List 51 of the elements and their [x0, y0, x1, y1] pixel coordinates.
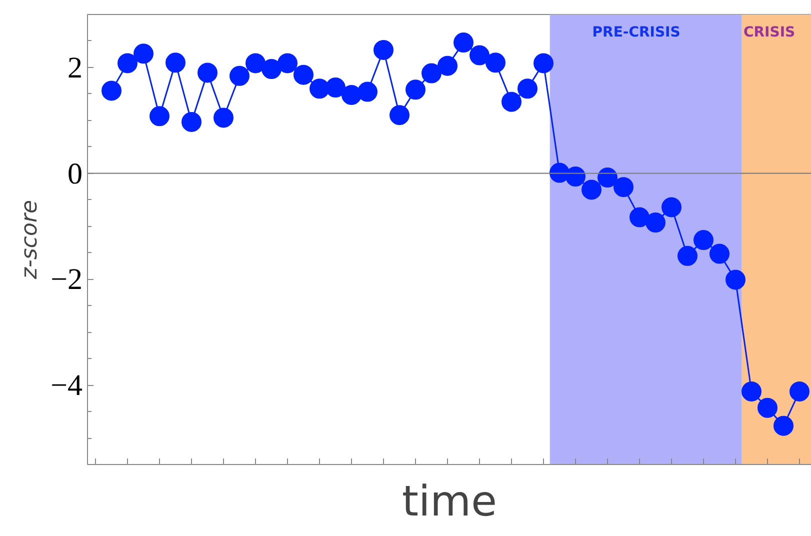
- point: [598, 168, 618, 188]
- point: [438, 56, 458, 76]
- point: [582, 180, 602, 200]
- point: [774, 416, 794, 436]
- point: [406, 80, 426, 100]
- point: [486, 52, 506, 73]
- point: [102, 80, 122, 101]
- point: [214, 108, 234, 128]
- point: [326, 78, 346, 98]
- point: [310, 78, 330, 99]
- point: [678, 246, 698, 266]
- y-tick-label: −2: [50, 263, 83, 296]
- point: [198, 62, 218, 83]
- point: [454, 32, 474, 53]
- x-axis-title: time: [402, 476, 497, 526]
- point: [374, 40, 394, 60]
- point: [422, 63, 442, 84]
- y-tick-label: −4: [50, 369, 83, 402]
- point: [342, 84, 362, 105]
- point: [150, 106, 170, 126]
- point: [758, 398, 778, 418]
- point: [566, 166, 586, 186]
- point: [182, 112, 202, 132]
- point: [614, 177, 634, 198]
- point: [262, 59, 282, 80]
- y-tick-label: 0: [68, 157, 82, 190]
- point: [390, 105, 410, 126]
- point: [534, 53, 554, 74]
- annotation: CRISIS: [744, 24, 796, 40]
- point: [630, 207, 650, 228]
- point: [358, 82, 378, 102]
- point: [278, 53, 298, 74]
- point: [694, 230, 714, 250]
- annotation: PRE-CRISIS: [592, 24, 680, 40]
- point: [662, 197, 682, 218]
- point: [518, 78, 538, 99]
- point: [726, 270, 746, 290]
- point: [470, 45, 490, 66]
- point: [246, 53, 266, 74]
- point: [134, 44, 154, 64]
- y-axis-title: z-score: [18, 200, 43, 280]
- point: [294, 64, 314, 85]
- point: [502, 92, 522, 112]
- point: [118, 53, 138, 74]
- point: [166, 52, 186, 73]
- point: [646, 212, 666, 233]
- point: [790, 381, 810, 402]
- point: [742, 381, 762, 402]
- point: [710, 244, 730, 264]
- point: [230, 66, 250, 86]
- y-tick-label: 2: [68, 51, 82, 84]
